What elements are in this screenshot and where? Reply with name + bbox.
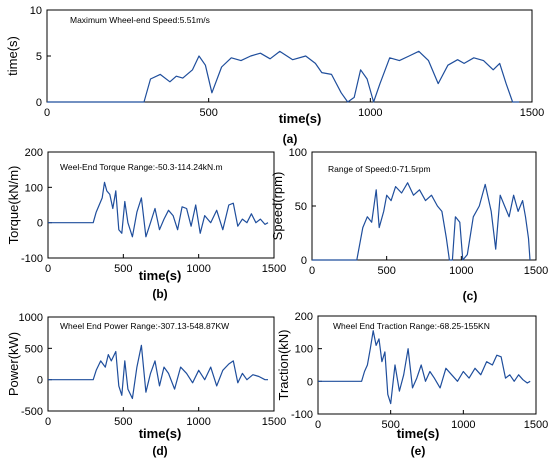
x-tick-label-d: 0 — [45, 416, 51, 428]
y-tick-label-c: 100 — [289, 147, 307, 159]
x-tick-label-a: 0 — [44, 107, 50, 119]
series-line-d — [48, 344, 268, 400]
panel-label-a: (a) — [283, 132, 298, 146]
x-tick-label-a: 1000 — [358, 107, 382, 119]
panel-label-b: (b) — [152, 287, 167, 301]
y-tick-label-b: 100 — [25, 182, 43, 194]
series-line-e — [318, 330, 531, 405]
x-axis-label-e: time(s) — [397, 426, 440, 441]
x-tick-label-a: 1500 — [520, 107, 544, 119]
plot-frame-b — [47, 151, 275, 259]
x-tick-label-b: 500 — [114, 263, 132, 275]
y-tick-label-a: 5 — [36, 51, 42, 63]
annotation-b: Weel-End Torque Range:-50.3-114.24kN.m — [60, 162, 223, 172]
x-tick-label-e: 500 — [381, 419, 399, 431]
y-tick-label-b: 0 — [37, 218, 43, 230]
panel-label-e: (e) — [411, 444, 426, 458]
y-axis-label-b: Torque(kN/m) — [6, 166, 21, 245]
x-tick-label-c: 500 — [377, 265, 395, 277]
panel-label-d: (d) — [152, 444, 167, 458]
y-tick-label-d: -500 — [21, 406, 43, 418]
plot-frame-d — [47, 316, 275, 412]
y-tick-label-c: 50 — [295, 201, 307, 213]
y-axis-label-d: Power(kW) — [6, 332, 21, 396]
y-axis-label-c: Speed(rpm) — [270, 172, 285, 241]
x-tick-label-b: 1500 — [262, 263, 286, 275]
y-tick-label-b: 200 — [25, 147, 43, 159]
y-tick-label-d: 1000 — [19, 312, 43, 324]
x-tick-label-d: 500 — [114, 416, 132, 428]
y-axis-label-a: time(s) — [5, 36, 20, 76]
series-line-b — [48, 181, 269, 238]
y-tick-label-e: 200 — [295, 311, 313, 323]
y-tick-label-d: 500 — [25, 343, 43, 355]
x-tick-label-e: 1500 — [524, 419, 548, 431]
x-tick-label-d: 1500 — [262, 416, 286, 428]
y-tick-label-d: 0 — [37, 375, 43, 387]
x-axis-label-a: time(s) — [279, 111, 322, 126]
y-tick-label-a: 10 — [30, 5, 42, 17]
x-axis-label-b: time(s) — [139, 268, 182, 283]
y-tick-label-e: 0 — [307, 376, 313, 388]
y-tick-label-b: -100 — [21, 253, 43, 265]
y-tick-label-a: 0 — [36, 97, 42, 109]
y-tick-label-e: 100 — [295, 344, 313, 356]
y-axis-label-e: Traction(kN) — [276, 329, 291, 400]
x-tick-label-c: 1500 — [524, 265, 548, 277]
x-axis-label-d: time(s) — [139, 426, 182, 441]
annotation-a: Maximum Wheel-end Speed:5.51m/s — [70, 15, 210, 25]
series-line-c — [312, 182, 531, 261]
plot-frame-e — [317, 315, 537, 415]
panel-label-c: (c) — [463, 289, 478, 303]
x-tick-label-e: 0 — [315, 419, 321, 431]
y-tick-label-e: -100 — [291, 409, 313, 421]
x-tick-label-b: 0 — [45, 263, 51, 275]
annotation-d: Wheel End Power Range:-307.13-548.87KW — [60, 321, 229, 331]
x-tick-label-e: 1000 — [451, 419, 475, 431]
x-tick-label-c: 0 — [309, 265, 315, 277]
x-tick-label-b: 1000 — [186, 263, 210, 275]
x-tick-label-a: 500 — [199, 107, 217, 119]
y-tick-label-c: 0 — [301, 255, 307, 267]
series-line-a — [47, 50, 520, 103]
x-tick-label-d: 1000 — [186, 416, 210, 428]
annotation-c: Range of Speed:0-71.5rpm — [328, 164, 431, 174]
x-tick-label-c: 1000 — [449, 265, 473, 277]
annotation-e: Wheel End Traction Range:-68.25-155KN — [333, 321, 490, 331]
